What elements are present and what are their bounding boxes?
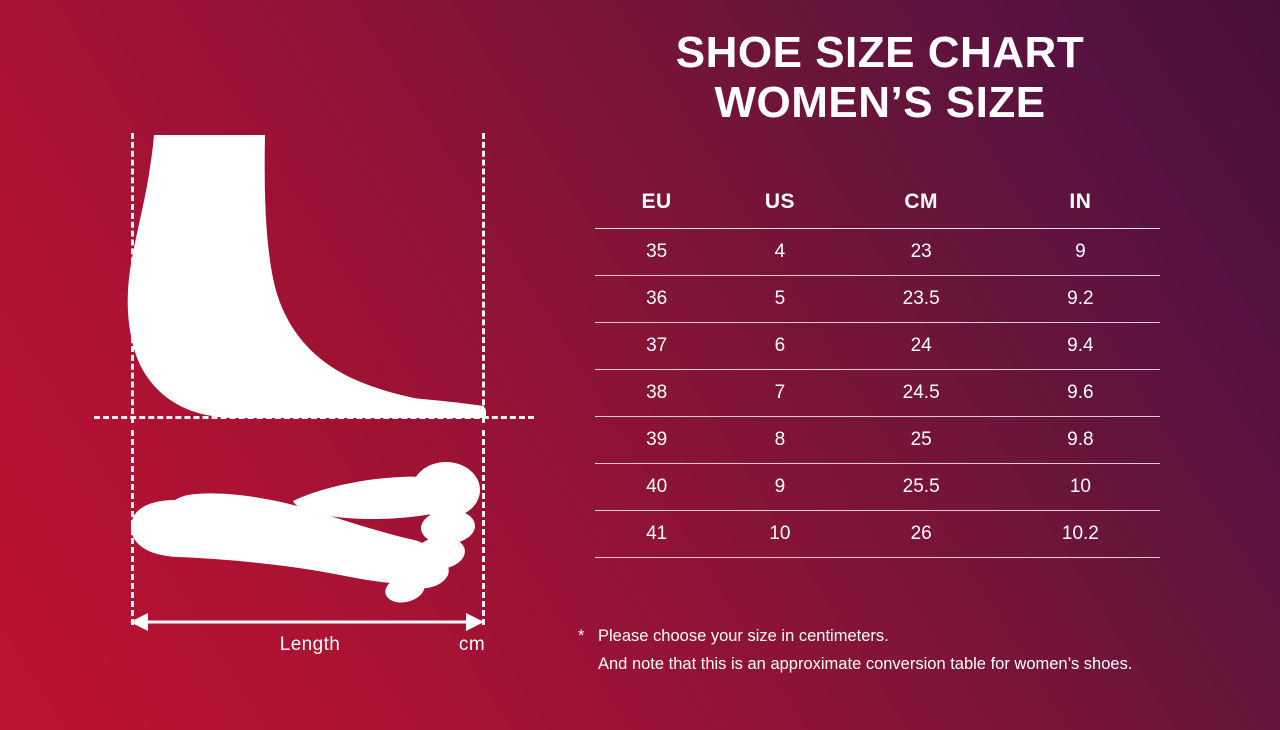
cell-in: 9.2 bbox=[1000, 275, 1160, 323]
cell-eu: 40 bbox=[595, 463, 719, 511]
cell-eu: 39 bbox=[595, 416, 719, 464]
foot-measurement-illustration: Length cm bbox=[0, 0, 570, 730]
footnote-line-2: And note that this is an approximate con… bbox=[598, 655, 1133, 673]
table-row: 35 4 23 9 bbox=[595, 228, 1160, 276]
cell-us: 7 bbox=[718, 369, 842, 417]
cell-cm: 26 bbox=[841, 510, 1001, 558]
column-header-us: US bbox=[764, 190, 796, 213]
cell-cm: 25 bbox=[841, 416, 1001, 464]
footnote-line-1: Please choose your size in centimeters. bbox=[598, 627, 889, 645]
cell-eu: 38 bbox=[595, 369, 719, 417]
size-chart-panel: SHOE SIZE CHART WOMEN’S SIZE EU US CM IN… bbox=[570, 0, 1280, 730]
foot-side-profile-icon bbox=[127, 135, 486, 418]
title-line-1: SHOE SIZE CHART bbox=[675, 28, 1085, 77]
cell-us: 10 bbox=[718, 510, 842, 558]
table-row: 37 6 24 9.4 bbox=[595, 322, 1160, 370]
page-title: SHOE SIZE CHART WOMEN’S SIZE bbox=[570, 28, 1190, 128]
guide-line-right-upper bbox=[482, 133, 485, 423]
footnote-line-1-row: * Please choose your size in centimeters… bbox=[578, 622, 1278, 650]
table-row: 39 8 25 9.8 bbox=[595, 416, 1160, 464]
cell-cm: 25.5 bbox=[841, 463, 1001, 511]
column-header-in: IN bbox=[1069, 190, 1092, 213]
title-line-2: WOMEN’S SIZE bbox=[714, 78, 1046, 127]
cell-us: 5 bbox=[718, 275, 842, 323]
cell-eu: 37 bbox=[595, 322, 719, 370]
cell-cm: 23 bbox=[841, 228, 1001, 276]
length-label: Length bbox=[279, 634, 341, 655]
table-row: 36 5 23.5 9.2 bbox=[595, 275, 1160, 323]
table-row: 38 7 24.5 9.6 bbox=[595, 369, 1160, 417]
table-header: EU US CM IN bbox=[595, 190, 1160, 229]
table-row: 41 10 26 10.2 bbox=[595, 510, 1160, 558]
cell-cm: 23.5 bbox=[841, 275, 1001, 323]
cell-in: 9 bbox=[1000, 228, 1160, 276]
cell-eu: 41 bbox=[595, 510, 719, 558]
cell-in: 10.2 bbox=[1000, 510, 1160, 558]
cell-us: 4 bbox=[718, 228, 842, 276]
footnote-line-2-row: And note that this is an approximate con… bbox=[578, 650, 1278, 678]
guide-line-right-lower bbox=[482, 430, 485, 625]
cell-us: 8 bbox=[718, 416, 842, 464]
cell-in: 10 bbox=[1000, 463, 1160, 511]
column-header-eu: EU bbox=[641, 190, 672, 213]
unit-label: cm bbox=[458, 634, 486, 655]
table-body: 35 4 23 9 36 5 23.5 9.2 37 6 24 9.4 bbox=[595, 228, 1160, 558]
cell-in: 9.6 bbox=[1000, 369, 1160, 417]
footnote-asterisk: * bbox=[578, 627, 585, 645]
length-measure-arrow-icon bbox=[130, 613, 484, 631]
footnote: * Please choose your size in centimeters… bbox=[578, 622, 1278, 678]
size-conversion-table: EU US CM IN 35 4 23 9 36 5 23.5 9.2 bbox=[595, 190, 1160, 558]
cell-in: 9.4 bbox=[1000, 322, 1160, 370]
cell-us: 6 bbox=[718, 322, 842, 370]
footnote-indent-spacer bbox=[578, 650, 598, 678]
cell-cm: 24 bbox=[841, 322, 1001, 370]
table-header-row: EU US CM IN bbox=[595, 190, 1160, 229]
cell-cm: 24.5 bbox=[841, 369, 1001, 417]
cell-in: 9.8 bbox=[1000, 416, 1160, 464]
foot-sole-print-icon bbox=[131, 462, 480, 603]
table-row: 40 9 25.5 10 bbox=[595, 463, 1160, 511]
cell-eu: 36 bbox=[595, 275, 719, 323]
column-header-cm: CM bbox=[904, 190, 938, 213]
cell-eu: 35 bbox=[595, 228, 719, 276]
cell-us: 9 bbox=[718, 463, 842, 511]
